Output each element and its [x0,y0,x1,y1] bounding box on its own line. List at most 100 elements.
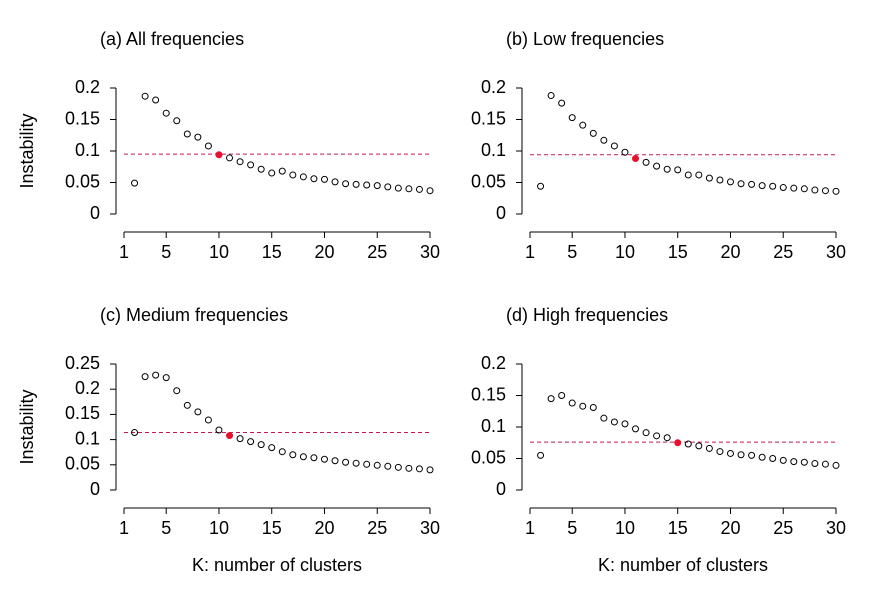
point [726,178,734,186]
point [289,451,297,459]
point [547,92,555,100]
y-tick-label: 0 [496,479,506,499]
y-tick-label: 0.15 [471,108,506,128]
point [558,392,566,399]
point [695,171,703,179]
point [278,448,286,456]
point [373,461,381,469]
point [152,96,160,104]
x-tick-label: 1 [525,242,535,262]
point [748,180,756,188]
point [426,466,434,474]
point [331,457,339,465]
point [204,142,212,150]
point [684,440,692,448]
point [183,401,191,409]
point [363,460,371,468]
x-tick-label: 5 [567,242,577,262]
highlight-point [226,432,234,440]
x-tick-label: 30 [420,518,440,538]
point [737,451,745,459]
point [653,432,661,440]
point [684,171,692,179]
y-tick-label: 0.15 [65,108,100,128]
x-tick-label: 25 [367,518,387,538]
x-tick-label: 5 [161,518,171,538]
point [141,373,149,381]
point [537,182,545,190]
point [716,176,724,184]
y-tick-label: 0.1 [481,140,506,160]
point [384,462,392,470]
point [247,438,255,446]
point [310,175,318,183]
x-tick-label: 1 [525,518,535,538]
panel-title: (b) Low frequencies [506,29,664,49]
y-tick-label: 0 [90,203,100,223]
point [821,187,829,195]
point [568,399,576,407]
point [579,121,587,129]
point [579,402,587,410]
point [589,403,597,411]
point [589,129,597,137]
point [268,169,276,177]
point [331,178,339,186]
y-tick-label: 0.2 [75,378,100,398]
point [832,461,840,469]
point [537,451,545,459]
point [278,167,286,175]
point [568,114,576,122]
x-tick-label: 10 [209,242,229,262]
point [236,435,244,443]
point [194,133,202,141]
x-tick-label: 30 [826,242,846,262]
point [642,429,650,437]
x-tick-label: 1 [119,242,129,262]
y-tick-label: 0.25 [65,353,100,373]
point [695,442,703,450]
point [310,454,318,462]
point [363,181,371,189]
point [320,175,328,183]
point [769,455,777,462]
point [415,185,423,193]
x-tick-label: 20 [314,242,334,262]
point [748,451,756,459]
point [342,458,350,466]
point [131,429,139,437]
point [600,414,608,422]
point [405,185,413,193]
y-axis-label: Instability [17,113,37,188]
y-tick-label: 0.2 [75,77,100,97]
x-tick-label: 30 [826,518,846,538]
x-tick-label: 20 [720,242,740,262]
point [204,416,212,424]
point [268,444,276,452]
y-tick-label: 0.1 [481,416,506,436]
x-tick-label: 15 [668,242,688,262]
point [299,453,307,461]
y-tick-label: 0.05 [65,454,100,474]
point [162,374,170,382]
highlight-point [215,151,223,159]
point [674,166,682,174]
x-tick-label: 20 [720,518,740,538]
highlight-point [674,439,682,447]
point [821,460,829,468]
point [705,174,713,182]
y-tick-label: 0.05 [65,171,100,191]
point [610,418,618,426]
x-tick-label: 10 [615,242,635,262]
point [415,465,423,473]
y-tick-label: 0.2 [481,353,506,373]
point [632,425,640,433]
point [152,371,160,379]
point [299,173,307,181]
point [320,455,328,463]
point [257,441,265,449]
point [384,183,392,191]
point [183,130,191,138]
x-tick-label: 20 [314,518,334,538]
